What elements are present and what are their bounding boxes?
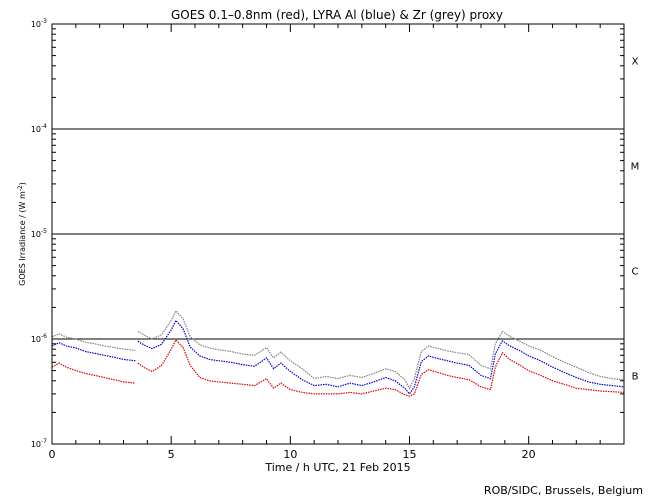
y-tick-label-base: 10 (31, 20, 41, 29)
x-axis-ticks: 0 5 10 15 20 (49, 24, 625, 461)
data-series-line (51, 319, 625, 395)
x-tick-label: 15 (403, 448, 417, 461)
y-tick-label-exponent: -5 (41, 228, 47, 235)
x-axis-label: Time / h UTC, 21 Feb 2015 (264, 461, 410, 474)
flare-class-label: X (632, 56, 639, 67)
y-axis-label-exponent: -2 (17, 185, 24, 191)
data-series-line (51, 309, 625, 390)
plot-content (51, 128, 625, 397)
y-axis-label-main: GOES Irradiance / (W m (18, 191, 27, 286)
y-tick-label: 10-6 (31, 333, 47, 344)
x-tick-label: 20 (522, 448, 536, 461)
y-tick-label: 10-5 (31, 228, 47, 239)
credit-text: ROB/SIDC, Brussels, Belgium (484, 484, 643, 497)
y-tick-label-exponent: -6 (41, 333, 47, 340)
y-tick-label-exponent: -7 (41, 438, 47, 445)
y-tick-label-base: 10 (31, 125, 41, 134)
y-tick-label-exponent: -4 (41, 123, 47, 130)
y-tick-label: 10-4 (31, 123, 47, 134)
y-tick-label: 10-3 (31, 18, 47, 29)
y-axis-label: GOES Irradiance / (W m-2) (17, 182, 27, 286)
flare-class-label: C (632, 266, 639, 277)
y-tick-label-base: 10 (31, 335, 41, 344)
y-tick-label-exponent: -3 (41, 18, 47, 25)
x-tick-label: 5 (168, 448, 175, 461)
y-tick-label-base: 10 (31, 230, 41, 239)
y-axis-label-end: ) (18, 182, 27, 185)
x-tick-label: 10 (283, 448, 297, 461)
y-axis-ticks: 10-710-610-510-410-3 (31, 18, 624, 449)
flare-class-labels: B C M X (631, 56, 640, 382)
x-tick-label: 0 (49, 448, 56, 461)
flare-class-label: M (631, 161, 640, 172)
y-tick-label-base: 10 (31, 440, 41, 449)
data-series-line (51, 338, 625, 397)
flare-class-label: B (632, 371, 639, 382)
chart-title: GOES 0.1–0.8nm (red), LYRA Al (blue) & Z… (171, 8, 503, 22)
y-tick-label: 10-7 (31, 438, 47, 449)
